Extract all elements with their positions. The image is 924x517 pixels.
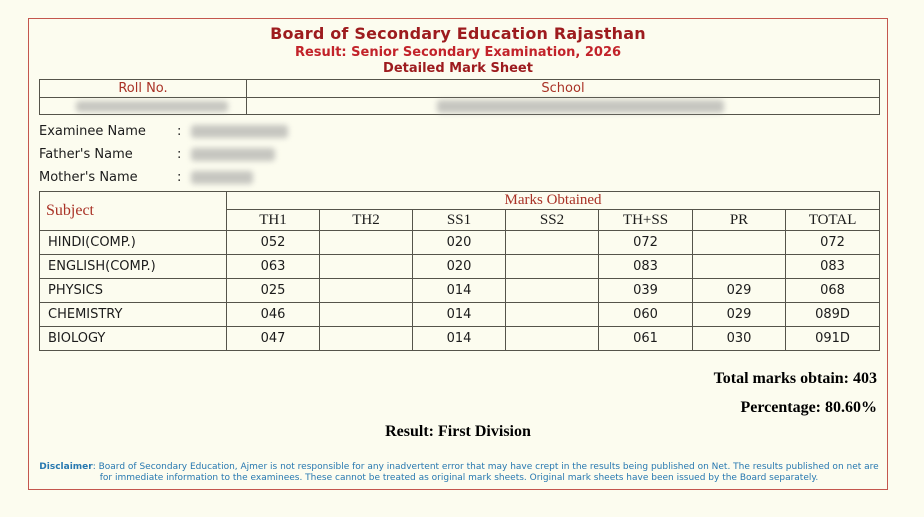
mark-cell: 046 <box>226 302 320 327</box>
table-row: HINDI(COMP.) 052 020 072 072 <box>39 230 881 255</box>
mark-cell: 089D <box>784 302 881 327</box>
mark-cell: 029 <box>692 302 786 327</box>
board-title: Board of Secondary Education Rajasthan <box>270 24 646 43</box>
mark-cell <box>692 254 786 279</box>
mark-cell: 060 <box>598 302 693 327</box>
col-header-th1: TH1 <box>226 209 320 231</box>
subject-cell: BIOLOGY <box>39 326 227 351</box>
table-row: ENGLISH(COMP.) 063 020 083 083 <box>39 254 881 279</box>
mark-cell: 014 <box>412 302 506 327</box>
disclaimer-body: : Board of Secondary Education, Ajmer is… <box>92 462 879 483</box>
mark-cell: 047 <box>226 326 320 351</box>
mother-name-row: Mother's Name : <box>39 166 288 189</box>
mark-cell: 061 <box>598 326 693 351</box>
redacted-father-name <box>191 148 275 161</box>
mark-cell <box>505 254 599 279</box>
examinee-name-label: Examinee Name <box>39 124 146 139</box>
subject-cell: ENGLISH(COMP.) <box>39 254 227 279</box>
mark-cell: 039 <box>598 278 693 303</box>
father-name-row: Father's Name : <box>39 143 288 166</box>
mark-cell <box>319 278 413 303</box>
subject-cell: CHEMISTRY <box>39 302 227 327</box>
table-subheader-row: TH1 TH2 SS1 SS2 TH+SS PR TOTAL <box>40 209 881 231</box>
mark-cell <box>505 302 599 327</box>
disclaimer-text: Disclaimer: Board of Secondary Education… <box>37 462 881 484</box>
examinee-name-row: Examinee Name : <box>39 120 288 143</box>
subject-cell: PHYSICS <box>39 278 227 303</box>
table-header-row: Subject Marks Obtained <box>39 191 881 231</box>
sheet-title: Detailed Mark Sheet <box>383 61 533 76</box>
redacted-examinee-name <box>191 125 288 138</box>
mark-cell <box>505 230 599 255</box>
col-header-ss1: SS1 <box>412 209 506 231</box>
percentage-line: Percentage: 80.60% <box>740 399 877 416</box>
col-header-pr: PR <box>692 209 786 231</box>
mark-cell: 029 <box>692 278 786 303</box>
subject-column-header: Subject <box>39 191 227 231</box>
school-value-cell <box>246 97 880 115</box>
mark-cell: 025 <box>226 278 320 303</box>
mark-cell: 014 <box>412 278 506 303</box>
school-header: School <box>246 79 880 98</box>
col-header-ss2: SS2 <box>505 209 599 231</box>
mother-name-label: Mother's Name <box>39 170 138 185</box>
disclaimer-label: Disclaimer <box>39 462 93 472</box>
roll-school-table: Roll No. School <box>39 79 880 115</box>
roll-no-header: Roll No. <box>39 79 247 98</box>
col-header-th2: TH2 <box>319 209 413 231</box>
table-row: BIOLOGY 047 014 061 030 091D <box>39 326 881 351</box>
mark-cell: 063 <box>226 254 320 279</box>
colon: : <box>177 147 182 162</box>
total-marks-line: Total marks obtain: 403 <box>713 370 877 387</box>
mark-cell: 020 <box>412 230 506 255</box>
redacted-roll-no <box>76 100 228 112</box>
mark-cell: 020 <box>412 254 506 279</box>
mark-cell <box>319 302 413 327</box>
mark-cell: 072 <box>598 230 693 255</box>
mark-cell <box>319 254 413 279</box>
table-row: PHYSICS 025 014 039 029 068 <box>39 278 881 303</box>
candidate-details: Examinee Name : Father's Name : Mother's… <box>39 120 288 189</box>
mark-cell: 091D <box>784 326 881 351</box>
marks-table: Subject Marks Obtained TH1 TH2 SS1 SS2 T… <box>39 191 881 351</box>
father-name-label: Father's Name <box>39 147 133 162</box>
header-titles: Board of Secondary Education Rajasthan R… <box>29 24 887 76</box>
redacted-mother-name <box>191 171 253 184</box>
mark-cell <box>692 230 786 255</box>
mark-cell <box>505 278 599 303</box>
summary-block: Total marks obtain: 403 Percentage: 80.6… <box>714 370 877 428</box>
col-header-thss: TH+SS <box>598 209 693 231</box>
mark-cell: 030 <box>692 326 786 351</box>
mark-cell: 014 <box>412 326 506 351</box>
result-division-line: Result: First Division <box>385 423 531 440</box>
result-frame: Board of Secondary Education Rajasthan R… <box>28 18 888 490</box>
mark-cell: 083 <box>598 254 693 279</box>
subject-cell: HINDI(COMP.) <box>39 230 227 255</box>
mark-cell: 068 <box>784 278 881 303</box>
exam-title: Result: Senior Secondary Examination, 20… <box>294 45 622 60</box>
mark-cell: 072 <box>784 230 881 255</box>
colon: : <box>177 124 182 139</box>
redacted-school-name <box>437 99 724 113</box>
mark-cell <box>319 230 413 255</box>
mark-cell <box>505 326 599 351</box>
col-header-total: TOTAL <box>784 209 881 231</box>
colon: : <box>177 170 182 185</box>
mark-cell: 083 <box>784 254 881 279</box>
roll-no-value-cell <box>39 97 247 115</box>
mark-cell <box>319 326 413 351</box>
marks-obtained-header: Marks Obtained <box>225 191 881 210</box>
table-row: CHEMISTRY 046 014 060 029 089D <box>39 302 881 327</box>
mark-cell: 052 <box>226 230 320 255</box>
